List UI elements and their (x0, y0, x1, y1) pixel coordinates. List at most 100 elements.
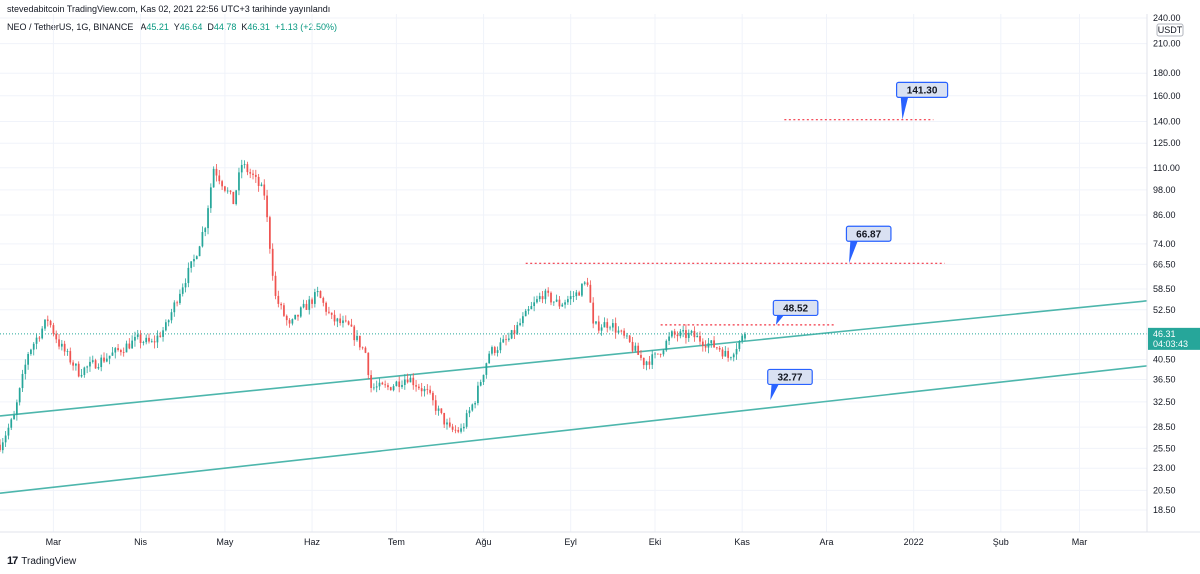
y-axis[interactable]: 18.50 20.50 23.00 25.50 28.50 32.50 36.50 40.50… (1153, 13, 1181, 515)
candle-body (412, 377, 415, 386)
candle-body (277, 295, 280, 304)
candle-body (589, 284, 592, 303)
candle-body (27, 353, 29, 365)
candle-body (240, 164, 243, 173)
candle-body (32, 343, 35, 350)
symbol-name[interactable]: NEO / TetherUS, 1G, BINANCE (7, 22, 134, 32)
x-axis[interactable]: Mar Nis May Haz Tem Ağu Eyl Eki Kas Ara 2022 Şub Mar (46, 537, 1088, 547)
candle-body (97, 367, 100, 369)
candle-body (735, 348, 738, 355)
candle-body (502, 339, 505, 343)
candle-body (190, 261, 193, 268)
candle-body (122, 352, 125, 353)
candle-body (86, 366, 89, 368)
tradingview-logo-icon: 17 (7, 555, 18, 567)
candle-body (727, 350, 729, 358)
candle-body (541, 296, 544, 300)
callouts[interactable]: 141.30 66.87 48.52 32.77 (767, 81, 949, 401)
candle-body (701, 341, 704, 346)
price-callout[interactable]: 141.30 (895, 81, 949, 120)
candle-body (474, 403, 476, 405)
x-tick-label: Eki (649, 537, 662, 547)
candle-body (446, 422, 448, 425)
candle-body (375, 386, 378, 388)
candle-body (395, 381, 398, 387)
candle-body (184, 283, 187, 288)
candle-body (676, 334, 679, 337)
candle-body (49, 320, 52, 326)
candle-body (567, 299, 569, 303)
callout-pointer (900, 95, 909, 120)
candle-body (457, 430, 460, 432)
candle-body (10, 419, 13, 428)
y-tick-label: 36.50 (1153, 375, 1176, 385)
candle-body (732, 354, 735, 358)
candle-body (280, 303, 282, 306)
candle-body (15, 402, 18, 415)
candle-body (336, 318, 339, 322)
candle-body (552, 301, 555, 303)
candle-body (134, 336, 136, 341)
y-tick-label: 58.50 (1153, 284, 1176, 294)
x-tick-label: Şub (993, 537, 1009, 547)
candle-body (713, 340, 715, 348)
candle-body (325, 302, 327, 312)
candle-body (322, 297, 325, 303)
candle-body (0, 444, 1, 451)
x-tick-label: Tem (388, 537, 405, 547)
candle-body (358, 335, 361, 348)
candle-body (662, 350, 665, 355)
candle-body (665, 340, 668, 351)
candle-body (114, 348, 117, 353)
level-lines (525, 119, 945, 326)
candle-body (353, 326, 356, 341)
price-callout[interactable]: 32.77 (767, 368, 813, 401)
candle-body (597, 321, 600, 331)
candle-body (285, 315, 288, 321)
candle-body (659, 353, 662, 355)
candle-body (682, 330, 685, 332)
candle-body (471, 404, 474, 411)
candle-body (564, 302, 566, 305)
candle-body (347, 321, 350, 325)
candle-body (344, 320, 347, 322)
x-tick-label: Eyl (564, 537, 577, 547)
candle-body (423, 388, 426, 392)
price-callout[interactable]: 66.87 (845, 225, 892, 264)
candle-body (406, 379, 409, 383)
candle-body (519, 323, 521, 326)
publisher-line: stevedabitcoin TradingView.com, Kas 02, … (7, 4, 331, 14)
candle-body (614, 323, 617, 333)
change-value: +1.13 (+2.50%) (274, 22, 337, 32)
x-tick-label: 2022 (904, 537, 924, 547)
price-callout[interactable]: 48.52 (772, 299, 819, 325)
candle-body (401, 384, 403, 387)
candle-body (578, 292, 580, 296)
candle-body (569, 296, 572, 300)
candle-body (493, 347, 496, 353)
candle-body (718, 347, 721, 350)
candle-body (156, 335, 159, 343)
trendlines[interactable] (0, 300, 1148, 494)
candle-body (600, 327, 603, 331)
candle-body (221, 181, 223, 187)
trendline (0, 300, 1148, 417)
candle-body (668, 336, 670, 341)
candle-body (142, 342, 145, 343)
candle-body (592, 302, 595, 324)
y-tick-label: 180.00 (1153, 68, 1181, 78)
candle-body (536, 299, 538, 303)
close-value: 46.31 (247, 22, 270, 32)
candle-body (572, 296, 575, 297)
candle-body (637, 345, 640, 355)
candle-body (274, 275, 277, 296)
candle-body (288, 320, 291, 324)
candle-body (651, 354, 654, 365)
candle-body (60, 343, 63, 347)
candle-body (367, 352, 370, 376)
callout-box (772, 299, 819, 317)
candle-body (513, 330, 516, 334)
candle-body (744, 333, 746, 339)
candle-body (209, 187, 212, 209)
